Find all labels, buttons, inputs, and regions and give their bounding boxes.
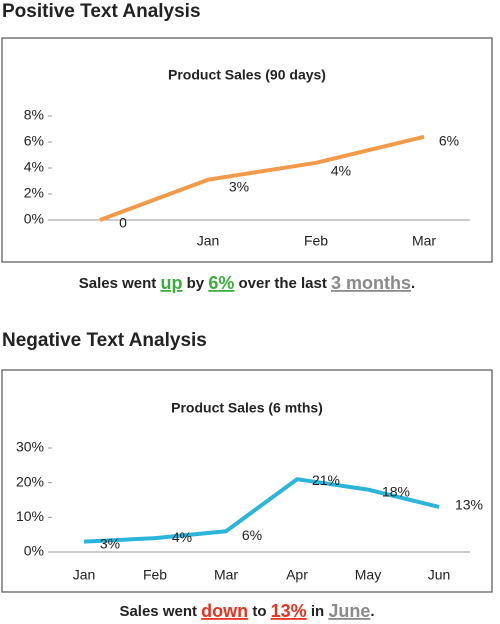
data-label: 18% — [382, 483, 410, 499]
y-tick-label: 6% — [24, 133, 44, 149]
x-tick-label: Apr — [286, 567, 308, 583]
caption-part: Sales went — [79, 275, 161, 292]
x-tick-label: Mar — [412, 233, 436, 249]
chart-frame — [1, 369, 493, 593]
caption-part: by — [182, 275, 208, 292]
y-tick-label: 8% — [24, 107, 44, 123]
caption-part: in — [307, 603, 329, 620]
caption-part: . — [411, 275, 415, 292]
y-tick-label: 2% — [24, 185, 44, 201]
line-series — [99, 134, 425, 222]
caption-part: Sales went — [119, 603, 201, 620]
x-tick-label: Mar — [214, 567, 238, 583]
y-tick-label: 4% — [24, 159, 44, 175]
y-tick-label: 20% — [16, 473, 44, 489]
caption-part: over the last — [234, 275, 331, 292]
y-tick-label: 0% — [24, 211, 44, 227]
caption-part: 3 months — [331, 273, 411, 293]
y-tick-label: 30% — [16, 439, 44, 455]
section-heading: Positive Text Analysis — [2, 1, 201, 22]
x-tick-label: Jan — [197, 233, 220, 249]
chart-title: Product Sales (90 days) — [168, 67, 326, 83]
caption-part: down — [201, 601, 248, 621]
caption-part: 13% — [271, 601, 307, 621]
data-label: 21% — [312, 472, 340, 488]
x-tick-label: Feb — [143, 567, 167, 583]
data-label: 6% — [439, 133, 459, 149]
chart-frame — [1, 37, 493, 263]
y-tick-label: 0% — [24, 543, 44, 559]
x-tick-label: Feb — [304, 233, 328, 249]
x-tick-label: Jan — [73, 567, 96, 583]
caption-part: 6% — [208, 273, 234, 293]
data-label: 3% — [100, 535, 120, 551]
caption-part: up — [160, 273, 182, 293]
x-tick-label: Jun — [428, 567, 451, 583]
data-label: 0 — [119, 215, 127, 231]
data-label: 4% — [172, 529, 192, 545]
x-tick-label: May — [355, 567, 381, 583]
line-series — [83, 477, 440, 544]
data-label: 3% — [229, 178, 249, 194]
caption: Sales went up by 6% over the last 3 mont… — [79, 273, 415, 293]
section-heading: Negative Text Analysis — [2, 330, 207, 351]
caption: Sales went down to 13% in June. — [119, 601, 374, 621]
data-label: 6% — [242, 527, 262, 543]
data-label: 4% — [331, 163, 351, 179]
caption-part: to — [248, 603, 271, 620]
y-tick-label: 10% — [16, 508, 44, 524]
caption-part: . — [370, 603, 374, 620]
chart-title: Product Sales (6 mths) — [171, 400, 323, 416]
data-label: 13% — [455, 497, 483, 513]
caption-part: June — [328, 601, 370, 621]
